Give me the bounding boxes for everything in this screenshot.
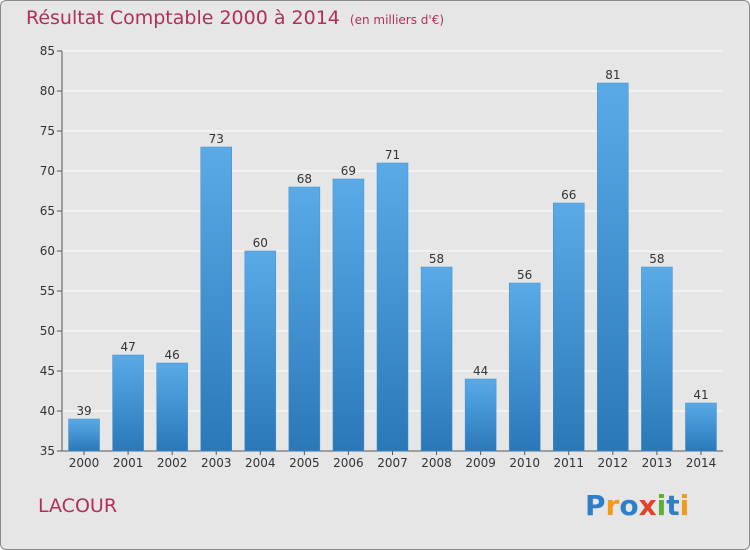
x-tick-label: 2009 xyxy=(465,456,496,470)
bar xyxy=(685,402,717,452)
y-tick-label: 85 xyxy=(40,44,55,58)
y-tick-label: 75 xyxy=(40,124,55,138)
bar-value-label: 60 xyxy=(253,236,268,250)
x-tick-label: 2005 xyxy=(289,456,320,470)
x-tick-label: 2014 xyxy=(686,456,717,470)
x-tick-label: 2007 xyxy=(377,456,408,470)
y-tick-label: 70 xyxy=(40,164,55,178)
bar-value-label: 73 xyxy=(209,132,224,146)
x-tick-label: 2003 xyxy=(201,456,232,470)
bar-value-label: 41 xyxy=(693,388,708,402)
bar-value-label: 71 xyxy=(385,148,400,162)
x-tick-label: 2012 xyxy=(598,456,629,470)
bar-value-label: 44 xyxy=(473,364,488,378)
bar-value-label: 69 xyxy=(341,164,356,178)
bar xyxy=(156,362,188,452)
bar-value-label: 68 xyxy=(297,172,312,186)
x-tick-label: 2006 xyxy=(333,456,364,470)
y-tick-label: 40 xyxy=(40,404,55,418)
bar-value-label: 47 xyxy=(120,340,135,354)
bar-value-label: 81 xyxy=(605,68,620,82)
bar xyxy=(553,202,585,452)
y-tick-label: 35 xyxy=(40,444,55,458)
bar xyxy=(244,250,277,452)
chart-title-text: Résultat Comptable 2000 à 2014 xyxy=(26,7,340,29)
bar xyxy=(376,162,409,452)
x-tick-label: 2002 xyxy=(157,456,188,470)
bar xyxy=(420,266,453,452)
bar-value-label: 46 xyxy=(165,348,180,362)
bar-value-label: 58 xyxy=(649,252,664,266)
y-tick-label: 55 xyxy=(40,284,55,298)
bar-value-label: 58 xyxy=(429,252,444,266)
proxiti-logo: Proxiti xyxy=(585,489,690,522)
bar xyxy=(464,378,497,452)
bar xyxy=(68,418,100,452)
x-tick-label: 2010 xyxy=(509,456,540,470)
bar xyxy=(641,266,673,452)
bars xyxy=(68,82,717,452)
x-tick-label: 2013 xyxy=(642,456,673,470)
bar xyxy=(597,82,629,452)
bar-value-label: 39 xyxy=(76,404,91,418)
y-tick-label: 50 xyxy=(40,324,55,338)
x-tick-label: 2001 xyxy=(113,456,144,470)
bar xyxy=(332,178,365,452)
x-tick-label: 2008 xyxy=(421,456,452,470)
x-tick-label: 2011 xyxy=(553,456,584,470)
y-tick-label: 65 xyxy=(40,204,55,218)
y-tick-label: 60 xyxy=(40,244,55,258)
y-tick-label: 80 xyxy=(40,84,55,98)
bar-value-label: 66 xyxy=(561,188,576,202)
x-tick-label: 2000 xyxy=(69,456,100,470)
town-name: LACOUR xyxy=(38,495,118,517)
y-tick-label: 45 xyxy=(40,364,55,378)
bar xyxy=(288,186,321,452)
chart-unit: (en milliers d'€) xyxy=(349,13,445,27)
labels: 35 40 45 50 55 60 65 70 75 80 85 39 2000 47 2001 46 2002… xyxy=(40,44,717,470)
chart-title: Résultat Comptable 2000 à 2014 (en millie… xyxy=(26,7,444,29)
bar-value-label: 56 xyxy=(517,268,532,282)
x-tick-label: 2004 xyxy=(245,456,276,470)
bar xyxy=(112,354,144,452)
bar xyxy=(508,282,541,452)
bar xyxy=(200,146,232,452)
